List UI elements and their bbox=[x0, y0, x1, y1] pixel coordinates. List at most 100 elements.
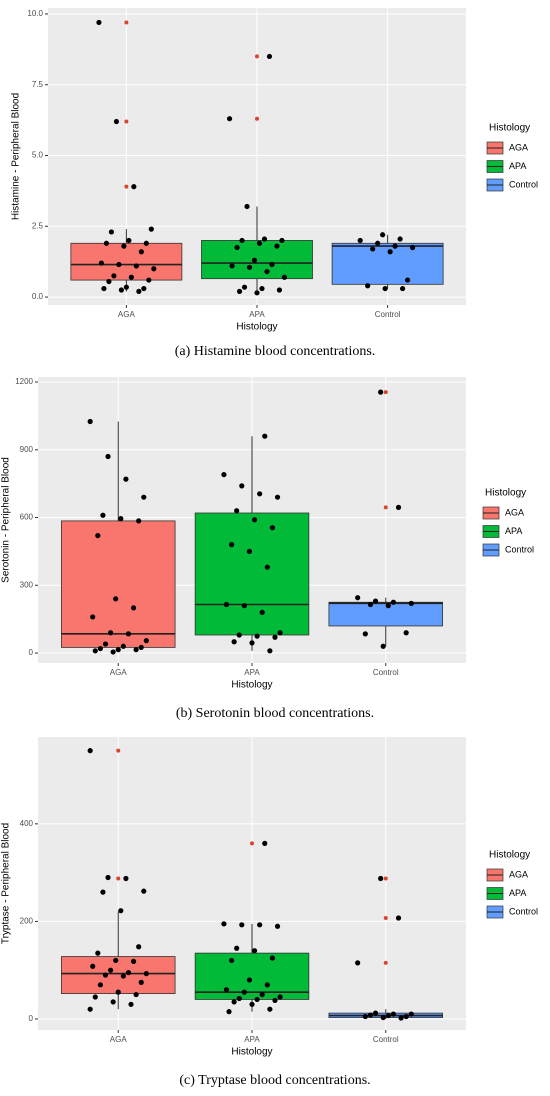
data-point bbox=[130, 605, 137, 611]
data-point bbox=[378, 389, 384, 395]
data-point bbox=[123, 284, 129, 290]
box bbox=[194, 512, 310, 636]
data-point bbox=[269, 261, 275, 268]
data-point bbox=[87, 748, 93, 754]
legend-label: Control bbox=[505, 544, 534, 554]
data-point bbox=[257, 491, 263, 497]
data-point bbox=[264, 268, 270, 275]
data-point bbox=[236, 995, 242, 1002]
data-point bbox=[403, 630, 409, 636]
data-point bbox=[123, 476, 129, 482]
box bbox=[61, 956, 176, 995]
data-point bbox=[259, 991, 265, 998]
outlier bbox=[250, 841, 254, 846]
y-tick-label: 600 bbox=[20, 513, 34, 522]
data-point bbox=[241, 603, 247, 609]
box bbox=[70, 242, 183, 281]
data-point bbox=[357, 237, 363, 244]
y-tick-label: 10.0 bbox=[27, 9, 43, 18]
x-tick-label: Control bbox=[373, 668, 399, 677]
x-tick-label: APA bbox=[244, 1035, 260, 1044]
data-point bbox=[141, 494, 147, 500]
data-point bbox=[279, 237, 285, 244]
legend-label: Control bbox=[509, 906, 538, 916]
y-tick-label: 0 bbox=[29, 1014, 34, 1023]
data-point bbox=[128, 274, 134, 280]
data-point bbox=[409, 244, 416, 251]
data-point bbox=[266, 53, 273, 60]
data-point bbox=[362, 631, 368, 637]
data-point bbox=[228, 957, 235, 964]
data-point bbox=[259, 285, 265, 292]
x-tick-label: AGA bbox=[110, 1035, 128, 1044]
data-point bbox=[136, 518, 142, 524]
data-point bbox=[395, 504, 402, 510]
x-tick-label: Control bbox=[375, 310, 401, 319]
y-axis-title: Serotonin - Peripheral Blood bbox=[1, 457, 12, 583]
data-point bbox=[120, 973, 126, 979]
data-point bbox=[133, 647, 139, 653]
data-point bbox=[390, 599, 397, 605]
data-point bbox=[380, 643, 386, 649]
data-point bbox=[408, 600, 414, 606]
data-point bbox=[138, 644, 144, 651]
data-point bbox=[234, 508, 240, 514]
data-point bbox=[92, 648, 98, 654]
data-point bbox=[113, 118, 119, 125]
legend-label: AGA bbox=[509, 142, 528, 152]
y-tick-label: 0 bbox=[29, 648, 34, 657]
data-point bbox=[126, 237, 132, 244]
outlier bbox=[255, 116, 259, 121]
data-point bbox=[133, 991, 139, 998]
data-point bbox=[106, 278, 112, 285]
data-point bbox=[101, 285, 107, 292]
x-axis-title: Histology bbox=[236, 322, 277, 333]
data-point bbox=[100, 889, 106, 895]
y-tick-label: 5.0 bbox=[32, 151, 44, 160]
data-point bbox=[108, 229, 115, 235]
data-point bbox=[148, 226, 154, 232]
data-point bbox=[395, 915, 402, 921]
data-point bbox=[113, 596, 119, 602]
data-point bbox=[259, 609, 265, 615]
data-point bbox=[239, 483, 245, 489]
data-point bbox=[105, 874, 111, 881]
data-point bbox=[367, 601, 374, 608]
data-point bbox=[120, 643, 126, 649]
data-point bbox=[136, 944, 142, 950]
data-point bbox=[398, 1015, 404, 1021]
data-point bbox=[267, 648, 273, 654]
legend-label: APA bbox=[509, 888, 526, 898]
data-point bbox=[138, 249, 144, 255]
data-point bbox=[380, 232, 386, 238]
data-point bbox=[97, 982, 103, 988]
legend-label: APA bbox=[509, 161, 526, 171]
y-axis-title: Histamine - Peripheral Blood bbox=[11, 93, 22, 220]
data-point bbox=[370, 246, 376, 252]
data-point bbox=[264, 982, 270, 988]
data-point bbox=[138, 979, 144, 985]
legend-label: Control bbox=[509, 179, 538, 189]
data-point bbox=[387, 249, 393, 255]
data-point bbox=[244, 203, 250, 210]
data-point bbox=[221, 921, 227, 927]
data-point bbox=[274, 923, 281, 929]
data-point bbox=[118, 516, 124, 522]
data-point bbox=[115, 647, 121, 653]
data-point bbox=[123, 875, 129, 882]
x-tick-label: APA bbox=[244, 668, 260, 677]
legend-title: Histology bbox=[485, 488, 526, 499]
data-point bbox=[257, 922, 263, 928]
data-point bbox=[107, 630, 114, 636]
data-point bbox=[276, 287, 283, 293]
outlier bbox=[124, 20, 129, 25]
data-point bbox=[390, 1011, 397, 1017]
data-point bbox=[110, 999, 116, 1005]
data-point bbox=[399, 285, 406, 292]
data-point bbox=[272, 997, 278, 1004]
data-point bbox=[130, 958, 137, 965]
outlier bbox=[255, 54, 259, 59]
data-point bbox=[113, 957, 119, 964]
data-point bbox=[97, 645, 103, 652]
data-point bbox=[102, 972, 109, 978]
